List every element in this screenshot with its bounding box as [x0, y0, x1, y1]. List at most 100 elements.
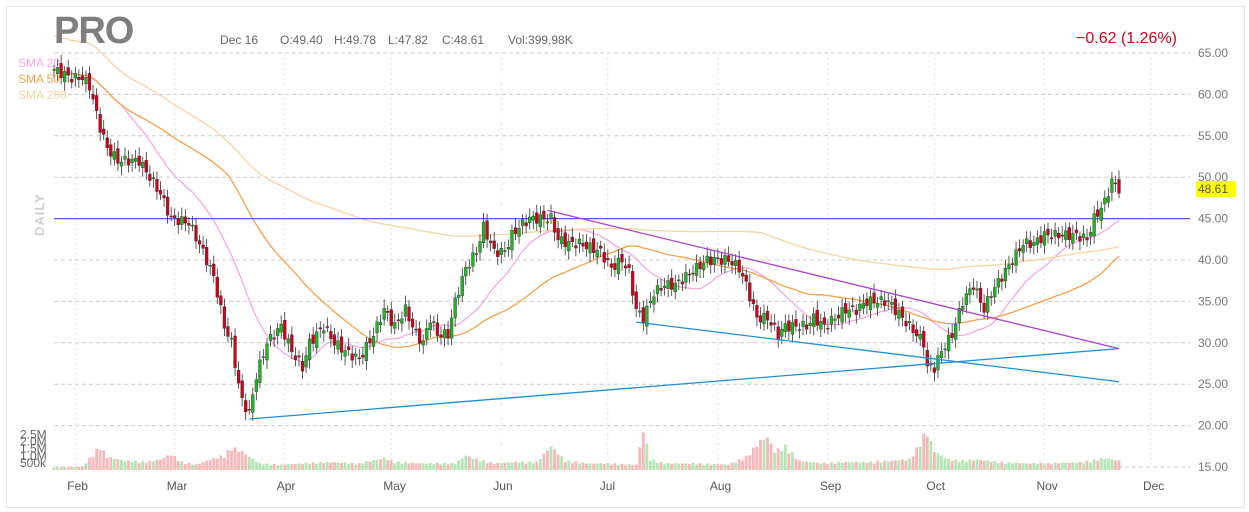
volume-bar	[1000, 461, 1004, 470]
candle-body	[173, 215, 177, 218]
volume-bar	[98, 450, 102, 470]
candle-body	[986, 296, 990, 313]
candle-body	[286, 338, 290, 344]
volume-bar	[1074, 462, 1078, 470]
candle-body	[588, 242, 592, 254]
candle-body	[1010, 263, 1015, 265]
candle-body	[680, 281, 684, 285]
candle-body	[350, 353, 354, 361]
candle-body	[151, 177, 156, 180]
volume-bar	[453, 463, 457, 470]
candle-body	[769, 322, 773, 326]
candle-body	[581, 242, 585, 247]
volume-bar	[208, 459, 212, 470]
volume-bar	[1085, 460, 1089, 470]
candle-body	[393, 322, 397, 329]
volume-bar	[201, 462, 205, 470]
candle-body	[964, 293, 968, 306]
candle-body	[542, 210, 546, 220]
volume-bar	[996, 463, 1000, 470]
candle-body	[134, 158, 138, 162]
volume-bar	[858, 462, 862, 470]
volume-bar	[546, 450, 549, 470]
candle-body	[148, 173, 152, 181]
volume-bar	[496, 462, 500, 470]
volume-bar	[741, 460, 745, 470]
candle-body	[506, 247, 511, 250]
candle-body	[744, 274, 748, 282]
volume-bar	[425, 463, 429, 470]
x-tick-label: May	[383, 479, 406, 493]
candle-body	[755, 305, 759, 318]
volume-bar	[744, 455, 748, 470]
volume-bar	[606, 462, 610, 470]
x-tick-label: Apr	[277, 479, 296, 493]
volume-bar	[844, 461, 848, 470]
volume-bar	[865, 463, 869, 470]
candle-body	[773, 322, 777, 325]
volume-bar	[620, 463, 624, 470]
candle-body	[971, 287, 976, 290]
candle-body	[322, 330, 326, 334]
volume-bar	[315, 463, 319, 470]
candle-body	[236, 369, 241, 384]
candle-body	[432, 321, 436, 323]
volume-bar	[968, 459, 972, 470]
candle-body	[865, 298, 869, 306]
volume-bar	[130, 462, 134, 470]
candle-body	[247, 408, 251, 411]
candle-body	[1053, 230, 1057, 237]
candle-body	[460, 276, 464, 296]
candle-body	[66, 67, 70, 76]
candle-body	[375, 321, 379, 334]
candle-body	[673, 282, 677, 292]
candle-body	[662, 285, 667, 288]
volume-bar	[560, 456, 564, 470]
y-tick-label: 40.00	[1198, 253, 1228, 267]
volume-bar	[276, 465, 280, 470]
close-value: C:48.61	[442, 33, 485, 47]
candle-body	[94, 95, 99, 111]
volume-bar	[656, 463, 659, 470]
volume-bar	[173, 455, 177, 470]
candle-body	[73, 72, 77, 79]
candle-body	[126, 158, 131, 166]
x-tick-label: Mar	[167, 479, 188, 493]
candle-body	[545, 221, 550, 224]
volume-bar	[872, 463, 876, 470]
volume-bar	[311, 462, 315, 470]
candle-body	[751, 299, 755, 304]
candle-body	[957, 308, 961, 323]
y-tick-label: 50.00	[1198, 170, 1228, 184]
candle-body	[982, 302, 986, 313]
candle-body	[968, 288, 972, 295]
volume-bar	[673, 463, 677, 470]
candle-body	[560, 236, 564, 245]
volume-bar	[652, 459, 656, 470]
sma50-line	[53, 67, 1120, 349]
volume-bar	[755, 446, 759, 470]
candle-body	[361, 354, 365, 358]
volume-bar	[169, 455, 173, 470]
volume-bar	[1114, 460, 1117, 470]
volume-bar	[400, 463, 404, 470]
candle-body	[748, 282, 752, 302]
candle-body	[222, 306, 227, 329]
volume-bar	[120, 459, 123, 470]
candle-body	[109, 144, 113, 157]
candle-body	[1017, 248, 1022, 252]
candle-body	[879, 296, 883, 300]
price-change: −0.62 (1.26%)	[1076, 30, 1177, 47]
candle-body	[442, 329, 447, 339]
candle-body	[719, 258, 724, 265]
volume-bar	[389, 460, 393, 470]
volume-bar	[524, 463, 528, 470]
candle-body	[932, 367, 937, 373]
volume-bar	[354, 464, 358, 470]
volume-bar	[514, 461, 517, 470]
volume-bar	[492, 464, 496, 470]
candle-body	[599, 245, 603, 249]
candle-body	[144, 159, 148, 173]
volume-bar	[1099, 458, 1103, 470]
candle-body	[449, 317, 454, 339]
